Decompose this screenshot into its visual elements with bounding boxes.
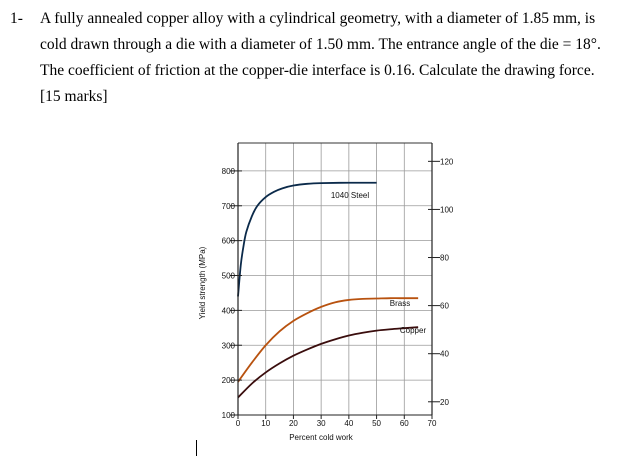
text-cursor [196,440,197,456]
chart-axes [230,142,440,419]
series-line-brass [237,297,419,383]
y-tick-label: 400 [222,306,236,315]
chart-labels: 100 200 300 400 500 600 700 800 0 10 20 30 40 50 60 70 2… [198,157,454,442]
question-line-2: cold drawn through a die with a diameter… [10,32,626,58]
y-tick-label: 600 [222,237,236,246]
x-tick-label: 0 [236,419,241,428]
series-line-1040-steel [237,181,377,297]
chart-curves [237,181,419,399]
question-text-line: A fully annealed copper alloy with a cyl… [40,10,596,27]
question-line-3: The coefficient of friction at the coppe… [10,58,626,84]
series-label-1040-steel: 1040 Steel [331,191,369,200]
y2-tick-label: 40 [440,350,449,359]
series-label-copper: Copper [400,326,427,335]
y2-tick-label: 60 [440,302,449,311]
y2-tick-label: 20 [440,398,449,407]
series-label-brass: Brass [390,299,410,308]
question-text-line: The coefficient of friction at the coppe… [40,62,595,79]
x-tick-label: 10 [261,419,270,428]
y-tick-label: 700 [222,202,236,211]
question-line-1: 1- A fully annealed copper alloy with a … [10,6,626,32]
y-tick-label: 100 [222,411,236,420]
y2-tick-label: 120 [440,157,454,166]
y2-tick-label: 100 [440,205,454,214]
question-block: 1- A fully annealed copper alloy with a … [10,6,626,110]
x-tick-label: 70 [428,419,437,428]
question-text-line: cold drawn through a die with a diameter… [40,36,601,53]
x-tick-label: 30 [317,419,326,428]
marks-label: [15 marks] [40,88,108,105]
y-tick-label: 300 [222,341,236,350]
y-tick-label: 800 [222,167,236,176]
y-tick-label: 500 [222,272,236,281]
y-tick-label: 200 [222,376,236,385]
question-line-4: [15 marks] [10,84,626,110]
question-number: 1- [10,10,23,27]
x-tick-label: 50 [372,419,381,428]
x-tick-label: 60 [400,419,409,428]
y-axis-label: Yield strength (MPa) [198,246,207,319]
x-tick-label: 20 [289,419,298,428]
x-axis-label: Percent cold work [289,433,354,442]
series-line-copper [237,326,419,399]
chart-grid [237,143,433,416]
y2-tick-label: 80 [440,254,449,263]
x-tick-label: 40 [344,419,353,428]
